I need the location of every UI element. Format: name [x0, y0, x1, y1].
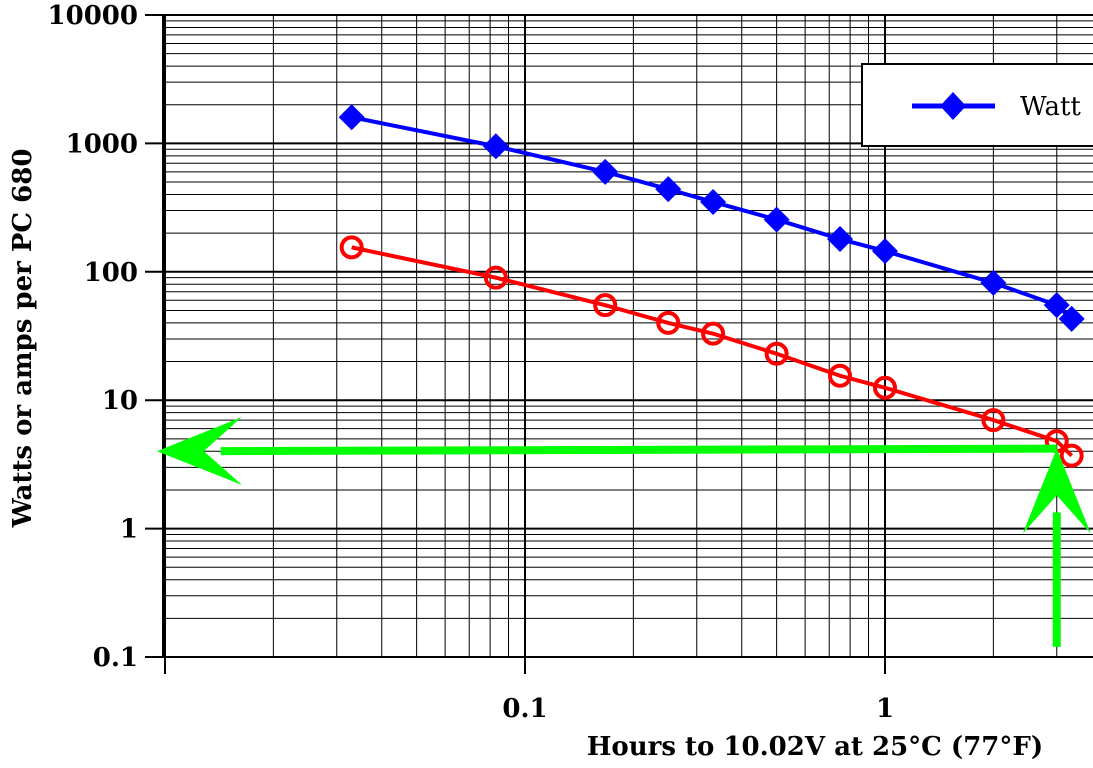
axes	[145, 14, 1093, 674]
data-point	[980, 269, 1007, 296]
y-tick-label: 10	[102, 386, 138, 416]
data-point	[700, 188, 727, 215]
data-point	[827, 226, 854, 253]
x-tick-label: 0.1	[502, 694, 547, 724]
data-point	[1043, 292, 1070, 319]
data-point	[701, 321, 726, 346]
annotation-arrow	[156, 417, 1057, 486]
tick-labels: 0.1 1 10 100 1000 10000 0.1 1	[48, 1, 895, 724]
annotation-arrow	[1022, 448, 1091, 647]
data-point	[482, 133, 509, 160]
data-point	[483, 265, 508, 290]
legend: Watt	[861, 63, 1093, 147]
series	[338, 104, 1085, 468]
data-point	[873, 375, 897, 400]
arrow-shaft	[220, 444, 1057, 456]
y-tick-label: 100	[84, 258, 138, 288]
data-point	[593, 293, 618, 318]
y-axis-title: Watts or amps per PC 680	[8, 149, 38, 529]
y-tick-label: 1	[120, 515, 138, 545]
data-point	[828, 363, 853, 388]
arrow-head	[1022, 448, 1091, 534]
y-tick-label: 1000	[66, 129, 138, 159]
x-axis-title: Hours to 10.02V at 25°C (77°F)	[587, 732, 1043, 762]
x-tick-label: 1	[876, 694, 894, 724]
legend-marker-watt	[940, 92, 966, 120]
grid	[163, 14, 1093, 658]
data-point	[1059, 443, 1084, 468]
y-tick-label: 10000	[48, 1, 138, 31]
y-tick-label: 0.1	[93, 643, 138, 673]
series-watt	[338, 104, 1085, 332]
legend-label-watt: Watt	[1020, 92, 1081, 122]
data-point	[338, 104, 365, 131]
data-point	[592, 158, 619, 185]
annotations	[156, 417, 1091, 647]
data-point	[981, 408, 1006, 433]
data-point	[763, 206, 790, 233]
data-point	[1058, 305, 1085, 332]
data-point	[339, 235, 364, 260]
series-red	[339, 235, 1084, 468]
data-point	[872, 238, 898, 265]
data-point	[656, 310, 681, 335]
data-point	[655, 176, 682, 203]
data-point	[764, 341, 789, 366]
series-line	[351, 245, 1074, 458]
series-line	[351, 115, 1074, 321]
arrow-head	[156, 417, 243, 486]
